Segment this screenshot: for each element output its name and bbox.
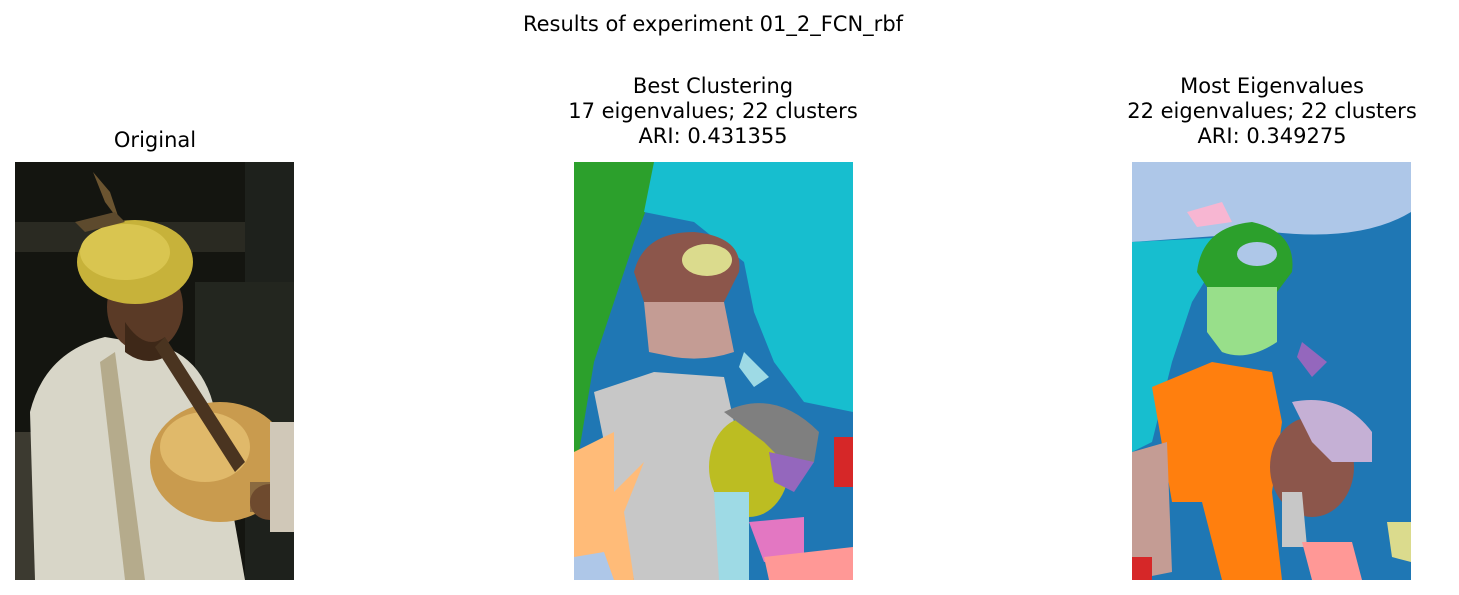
panel-title-line: 17 eigenvalues; 22 clusters <box>568 99 858 123</box>
most-eigenvalues-segmentation <box>1132 162 1411 580</box>
panel-title-line: Best Clustering <box>632 74 794 98</box>
panel-title-line: ARI: 0.431355 <box>638 124 788 148</box>
panel-title-line: ARI: 0.349275 <box>1197 124 1347 148</box>
panel-title-best-clustering: Best Clustering 17 eigenvalues; 22 clust… <box>503 74 923 149</box>
original-photo <box>15 162 294 580</box>
panel-title-most-eigenvalues: Most Eigenvalues 22 eigenvalues; 22 clus… <box>1062 74 1459 149</box>
best-clustering-segmentation <box>574 162 853 580</box>
panel-title-line: Most Eigenvalues <box>1180 74 1364 98</box>
panel-title-line: 22 eigenvalues; 22 clusters <box>1127 99 1417 123</box>
panel-title-line: Original <box>113 128 197 152</box>
figure-suptitle: Results of experiment 01_2_FCN_rbf <box>522 12 904 36</box>
panel-title-original: Original <box>0 128 365 153</box>
